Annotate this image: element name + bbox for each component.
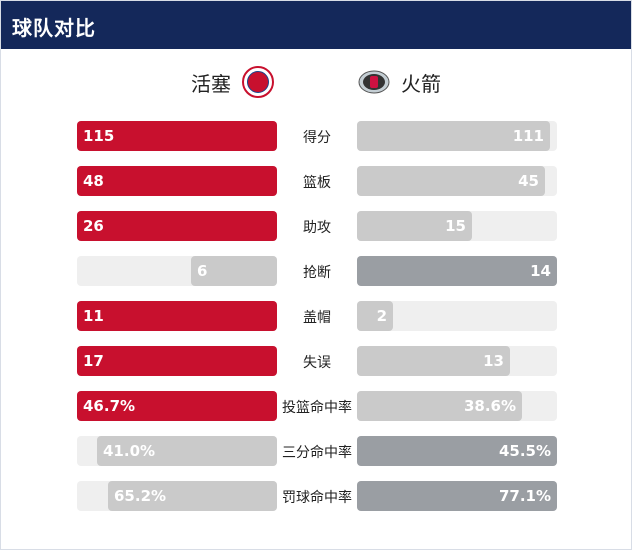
away-bar-track: 2: [357, 301, 557, 331]
stat-label: 投篮命中率: [282, 400, 352, 416]
away-bar-track: 38.6%: [357, 391, 557, 421]
home-bar: [77, 211, 277, 241]
home-bar: [191, 256, 277, 286]
away-bar-track: 15: [357, 211, 557, 241]
home-value: 65.2%: [114, 487, 167, 505]
away-value: 14: [530, 262, 551, 280]
stat-row: 115 得分 111: [1, 121, 631, 151]
home-value: 46.7%: [83, 397, 136, 415]
home-bar-track: 11: [77, 301, 277, 331]
stat-row: 65.2% 罚球命中率 77.1%: [1, 481, 631, 511]
away-bar: [357, 346, 510, 376]
stat-label: 失误: [303, 355, 331, 371]
stat-row: 11 盖帽 2: [1, 301, 631, 331]
home-bar-track: 41.0%: [77, 436, 277, 466]
home-bar: [77, 121, 277, 151]
away-bar-track: 111: [357, 121, 557, 151]
home-bar: [108, 481, 277, 511]
home-bar: [77, 391, 277, 421]
stat-label: 得分: [303, 130, 331, 146]
stat-label: 盖帽: [303, 310, 331, 326]
away-bar: [357, 256, 557, 286]
away-value: 45: [518, 172, 539, 190]
rockets-logo-icon: [358, 69, 390, 95]
away-bar: [357, 301, 393, 331]
stat-label: 三分命中率: [282, 445, 352, 461]
away-team-name: 火箭: [401, 72, 441, 96]
away-bar-track: 14: [357, 256, 557, 286]
home-bar-track: 115: [77, 121, 277, 151]
home-value: 26: [83, 217, 104, 235]
stat-row: 17 失误 13: [1, 346, 631, 376]
stat-row: 6 抢断 14: [1, 256, 631, 286]
home-bar: [97, 436, 277, 466]
home-value: 115: [83, 127, 115, 145]
away-bar: [357, 211, 472, 241]
home-team-name: 活塞: [191, 72, 231, 96]
away-value: 2: [376, 307, 387, 325]
home-bar-track: 65.2%: [77, 481, 277, 511]
stat-label: 罚球命中率: [282, 490, 352, 506]
stat-row: 41.0% 三分命中率 45.5%: [1, 436, 631, 466]
away-value: 13: [483, 352, 504, 370]
away-bar-track: 13: [357, 346, 557, 376]
home-bar-track: 48: [77, 166, 277, 196]
away-bar: [357, 166, 545, 196]
away-bar: [357, 121, 550, 151]
stat-label: 篮板: [303, 175, 331, 191]
pistons-logo-icon: [242, 66, 274, 98]
home-bar-track: 26: [77, 211, 277, 241]
away-bar-track: 77.1%: [357, 481, 557, 511]
away-value: 77.1%: [498, 487, 551, 505]
stat-label: 助攻: [303, 220, 331, 236]
panel-header: 球队对比: [1, 1, 631, 49]
home-value: 11: [83, 307, 104, 325]
away-bar: [357, 436, 557, 466]
teams-row: 活塞 火箭: [1, 63, 631, 103]
home-value: 41.0%: [103, 442, 156, 460]
away-bar-track: 45: [357, 166, 557, 196]
home-value: 6: [197, 262, 208, 280]
home-bar-track: 6: [77, 256, 277, 286]
panel-title: 球队对比: [12, 16, 96, 40]
home-bar: [77, 301, 277, 331]
stat-row: 26 助攻 15: [1, 211, 631, 241]
away-bar: [357, 391, 522, 421]
away-bar-track: 45.5%: [357, 436, 557, 466]
stat-row: 46.7% 投篮命中率 38.6%: [1, 391, 631, 421]
home-bar-track: 17: [77, 346, 277, 376]
away-value: 111: [512, 127, 544, 145]
home-bar-track: 46.7%: [77, 391, 277, 421]
stat-row: 48 篮板 45: [1, 166, 631, 196]
away-value: 45.5%: [498, 442, 551, 460]
away-bar: [357, 481, 557, 511]
home-value: 48: [83, 172, 104, 190]
home-bar: [77, 166, 277, 196]
stat-label: 抢断: [303, 265, 331, 281]
home-value: 17: [83, 352, 104, 370]
away-value: 15: [445, 217, 466, 235]
away-value: 38.6%: [463, 397, 516, 415]
home-bar: [77, 346, 277, 376]
